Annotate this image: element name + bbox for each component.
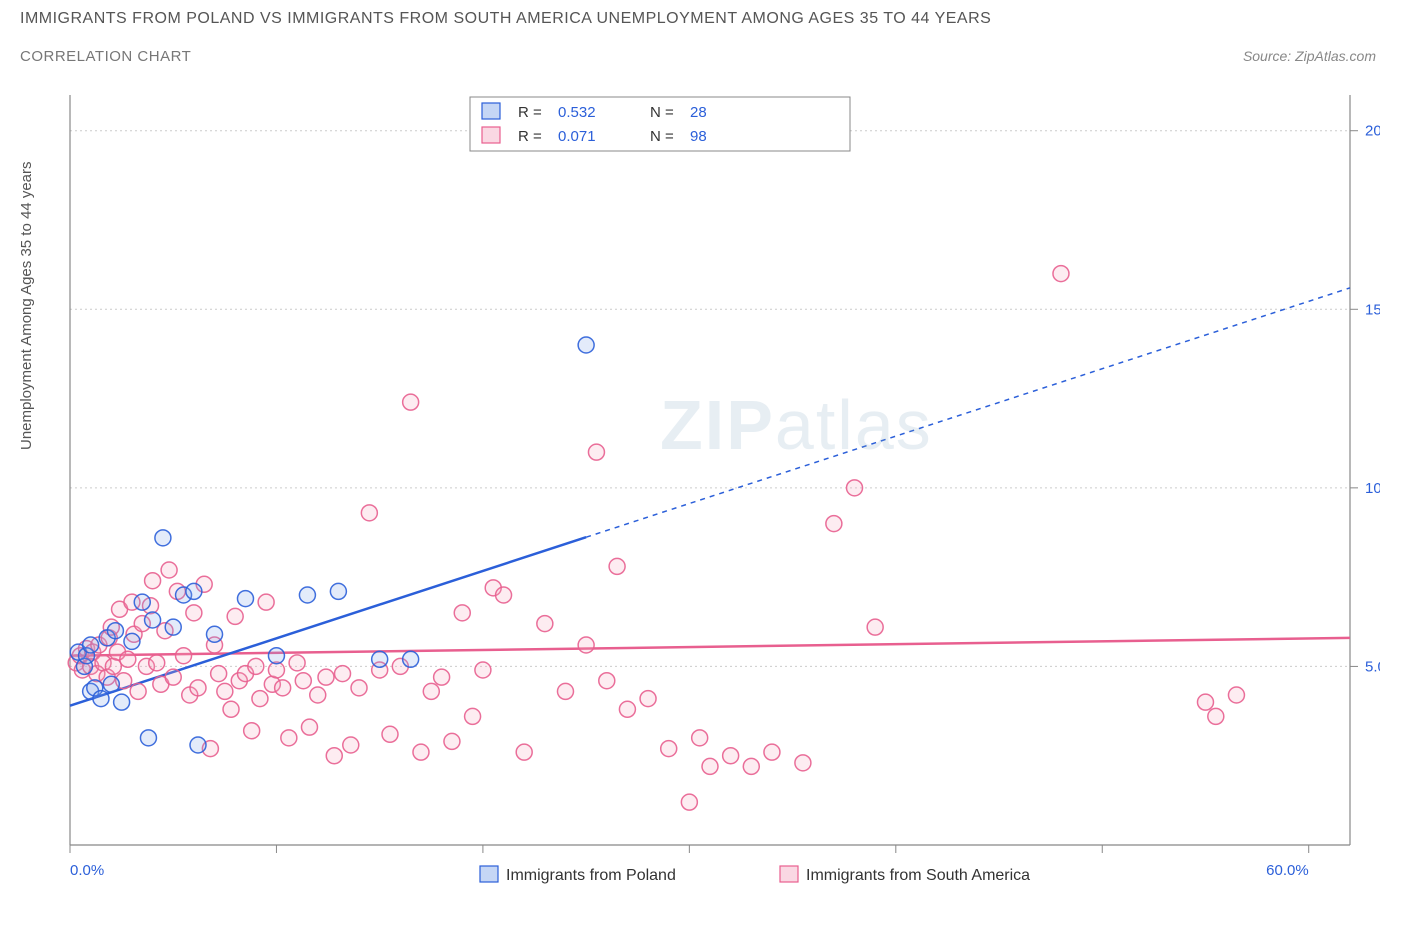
svg-text:98: 98 (690, 128, 707, 145)
svg-text:5.0%: 5.0% (1365, 658, 1380, 675)
svg-text:0.0%: 0.0% (70, 862, 104, 879)
svg-text:28: 28 (690, 104, 707, 121)
svg-text:0.071: 0.071 (558, 128, 596, 145)
y-axis-label: Unemployment Among Ages 35 to 44 years (18, 161, 35, 450)
svg-text:R =: R = (518, 104, 542, 121)
svg-text:20.0%: 20.0% (1365, 123, 1380, 140)
scatter-chart: 0.0% 60.0% 5.0% 10.0% 15.0% 20.0% R = 0.532 N =… (60, 85, 1380, 915)
svg-text:N =: N = (650, 104, 674, 121)
svg-text:10.0%: 10.0% (1365, 480, 1380, 497)
svg-text:N =: N = (650, 128, 674, 145)
svg-text:Immigrants from Poland: Immigrants from Poland (506, 867, 676, 884)
chart-container: 0.0%60.0%5.0%10.0%15.0%20.0%R = 0.532N =… (60, 85, 1380, 875)
svg-text:60.0%: 60.0% (1266, 862, 1309, 879)
svg-text:Immigrants from South America: Immigrants from South America (806, 867, 1030, 884)
svg-text:R =: R = (518, 128, 542, 145)
source-label: Source: ZipAtlas.com (1243, 48, 1376, 64)
chart-title: IMMIGRANTS FROM POLAND VS IMMIGRANTS FRO… (20, 10, 991, 28)
svg-text:0.532: 0.532 (558, 104, 596, 121)
chart-subtitle: CORRELATION CHART (20, 48, 191, 65)
svg-text:15.0%: 15.0% (1365, 301, 1380, 318)
